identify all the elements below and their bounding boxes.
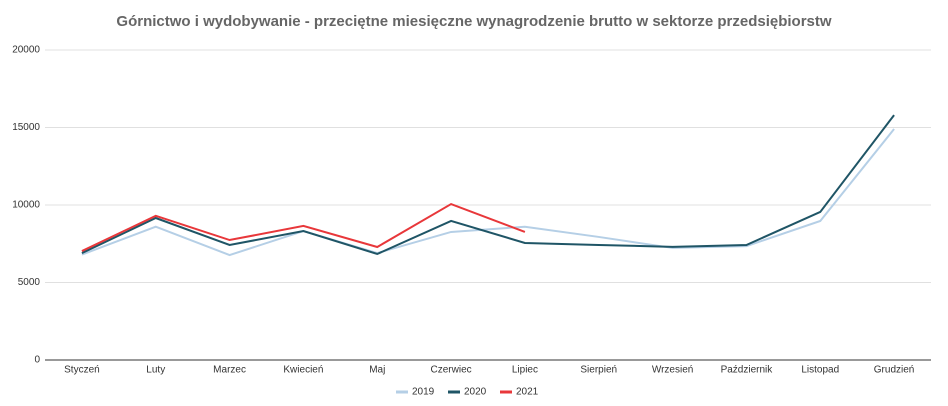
x-tick-label: Marzec bbox=[213, 365, 246, 376]
x-tick-label: Maj bbox=[369, 365, 385, 376]
x-tick-label: Styczeń bbox=[64, 365, 100, 376]
legend-label: 2019 bbox=[412, 387, 435, 398]
x-tick-label: Listopad bbox=[801, 365, 839, 376]
x-tick-label: Październik bbox=[721, 365, 774, 376]
x-tick-label: Kwiecień bbox=[283, 365, 323, 376]
x-tick-label: Luty bbox=[146, 365, 165, 376]
y-tick-label: 15000 bbox=[12, 122, 40, 133]
x-tick-label: Lipiec bbox=[512, 365, 538, 376]
x-tick-label: Grudzień bbox=[874, 365, 915, 376]
y-tick-label: 20000 bbox=[12, 45, 40, 56]
series-line bbox=[81, 128, 895, 257]
chart-title: Górnictwo i wydobywanie - przeciętne mie… bbox=[116, 13, 831, 30]
x-tick-label: Wrzesień bbox=[652, 365, 694, 376]
legend-label: 2020 bbox=[464, 387, 487, 398]
legend-label: 2021 bbox=[516, 387, 539, 398]
y-tick-label: 10000 bbox=[12, 200, 40, 211]
x-tick-label: Sierpień bbox=[580, 365, 617, 376]
x-tick-label: Czerwiec bbox=[431, 365, 472, 376]
series-line bbox=[81, 202, 526, 252]
y-tick-label: 0 bbox=[34, 355, 40, 366]
series-line bbox=[81, 114, 895, 256]
y-tick-label: 5000 bbox=[18, 277, 41, 288]
